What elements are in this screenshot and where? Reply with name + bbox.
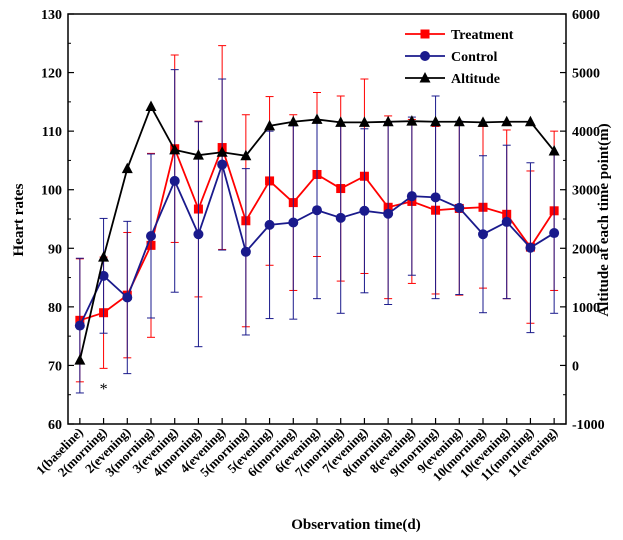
legend-label: Altitude [451, 72, 500, 87]
data-point [454, 202, 465, 213]
data-point [192, 149, 204, 160]
data-point [311, 113, 323, 124]
legend-item-altitude: Altitude [405, 72, 500, 87]
y-tick-label: 100 [41, 184, 62, 199]
legend-marker [420, 29, 430, 39]
x-axis: 1(baseline)2(morning)2(evening)3(morning… [33, 418, 560, 484]
data-point [287, 115, 299, 127]
data-point [548, 145, 560, 156]
data-point [312, 205, 322, 216]
data-point [193, 229, 204, 240]
data-point [477, 116, 489, 127]
data-point [430, 115, 442, 127]
data-point [98, 270, 109, 281]
data-point [122, 292, 133, 303]
data-point [74, 320, 85, 331]
y-tick-label: 110 [42, 125, 62, 140]
data-point [383, 208, 394, 219]
y-tick-label: 120 [41, 67, 62, 82]
data-point [430, 192, 441, 203]
data-point [549, 228, 560, 239]
legend-label: Control [451, 50, 498, 65]
series-group [74, 45, 560, 394]
series-altitude [74, 100, 560, 365]
data-point [264, 119, 276, 131]
series-control [74, 69, 560, 394]
y2-tick-label: 4000 [572, 125, 600, 140]
data-point [240, 149, 252, 161]
data-point [501, 216, 512, 227]
y2-tick-label: 1000 [572, 301, 600, 316]
y2-tick-label: -1000 [572, 418, 605, 433]
legend-item-treatment: Treatment [405, 28, 514, 43]
data-point [406, 191, 417, 202]
data-point [382, 115, 394, 127]
data-point [406, 115, 418, 126]
data-point [240, 246, 251, 257]
data-point [453, 115, 465, 127]
data-point [501, 115, 513, 127]
annotation-group: * [100, 381, 108, 398]
y2-tick-label: 0 [572, 359, 579, 374]
data-point [359, 205, 370, 216]
legend-label: Treatment [451, 28, 514, 43]
data-point [264, 219, 275, 230]
y-tick-label: 70 [48, 359, 62, 374]
data-point [169, 143, 181, 155]
data-point [288, 217, 299, 228]
y-tick-label: 60 [48, 418, 62, 433]
y2-axis: -1000 0 1000 2000 3000 4000 5000 6000 [560, 8, 605, 433]
legend-marker [419, 72, 431, 83]
data-point [478, 229, 488, 240]
y-tick-label: 90 [48, 242, 62, 257]
data-point [216, 146, 228, 157]
data-point [146, 230, 156, 241]
data-point [74, 354, 86, 365]
y-axis: 60 70 80 90 100 110 120 130 [41, 8, 74, 433]
y-tick-label: 80 [48, 301, 62, 316]
data-point [524, 115, 536, 127]
y2-tick-label: 5000 [572, 67, 600, 82]
data-point [145, 100, 157, 112]
data-point [358, 116, 370, 127]
data-point [121, 162, 133, 174]
y-tick-label: 130 [41, 8, 62, 23]
data-point [335, 116, 347, 127]
x-axis-title: Observation time(d) [291, 517, 421, 533]
data-point [217, 159, 228, 170]
legend: Treatment Control Altitude [405, 28, 514, 87]
data-point [525, 242, 536, 253]
legend-item-control: Control [405, 50, 498, 65]
data-point [335, 212, 346, 223]
y2-axis-title: Altitude at each time point(m) [596, 123, 612, 316]
y2-tick-label: 6000 [572, 8, 600, 23]
significance-marker: * [100, 381, 108, 398]
y2-tick-label: 3000 [572, 184, 600, 199]
data-point [169, 175, 180, 186]
data-point [98, 251, 110, 262]
y2-tick-label: 2000 [572, 242, 600, 257]
y-axis-title: Heart rates [11, 183, 27, 256]
legend-marker [420, 51, 430, 61]
